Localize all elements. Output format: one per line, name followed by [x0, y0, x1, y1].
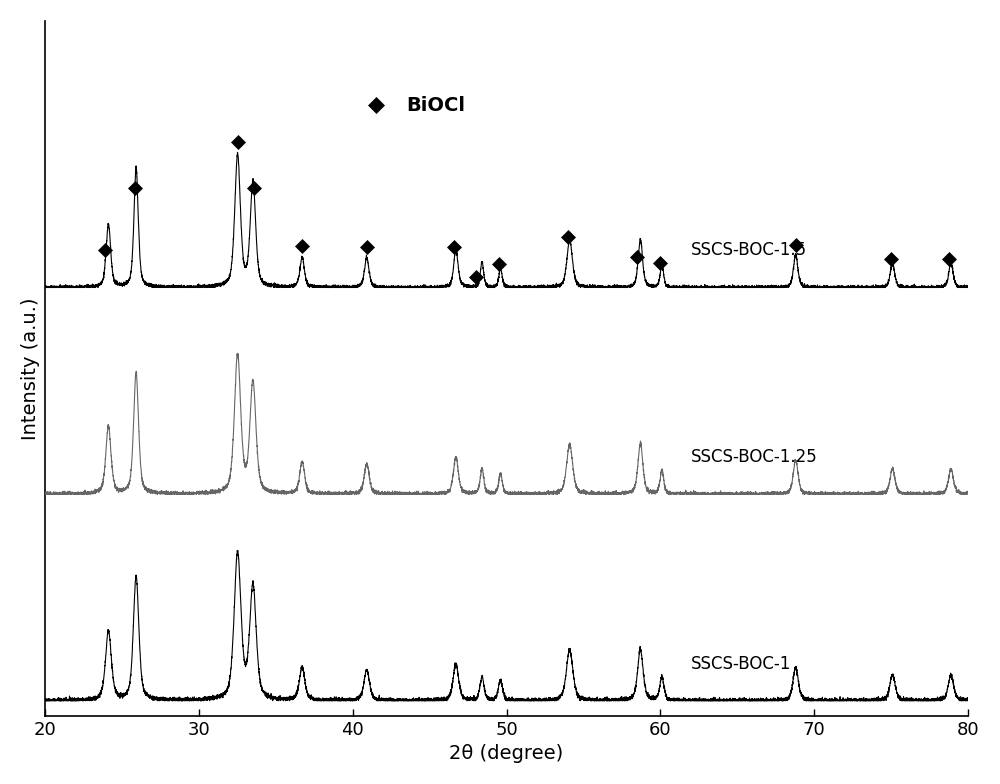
X-axis label: 2θ (degree): 2θ (degree) [449, 744, 564, 763]
Text: SSCS-BOC-1: SSCS-BOC-1 [691, 655, 791, 673]
Text: SSCS-BOC-1.5: SSCS-BOC-1.5 [691, 241, 807, 260]
Text: SSCS-BOC-1.25: SSCS-BOC-1.25 [691, 448, 818, 466]
Y-axis label: Intensity (a.u.): Intensity (a.u.) [21, 297, 40, 440]
Text: BiOCl: BiOCl [407, 96, 466, 114]
